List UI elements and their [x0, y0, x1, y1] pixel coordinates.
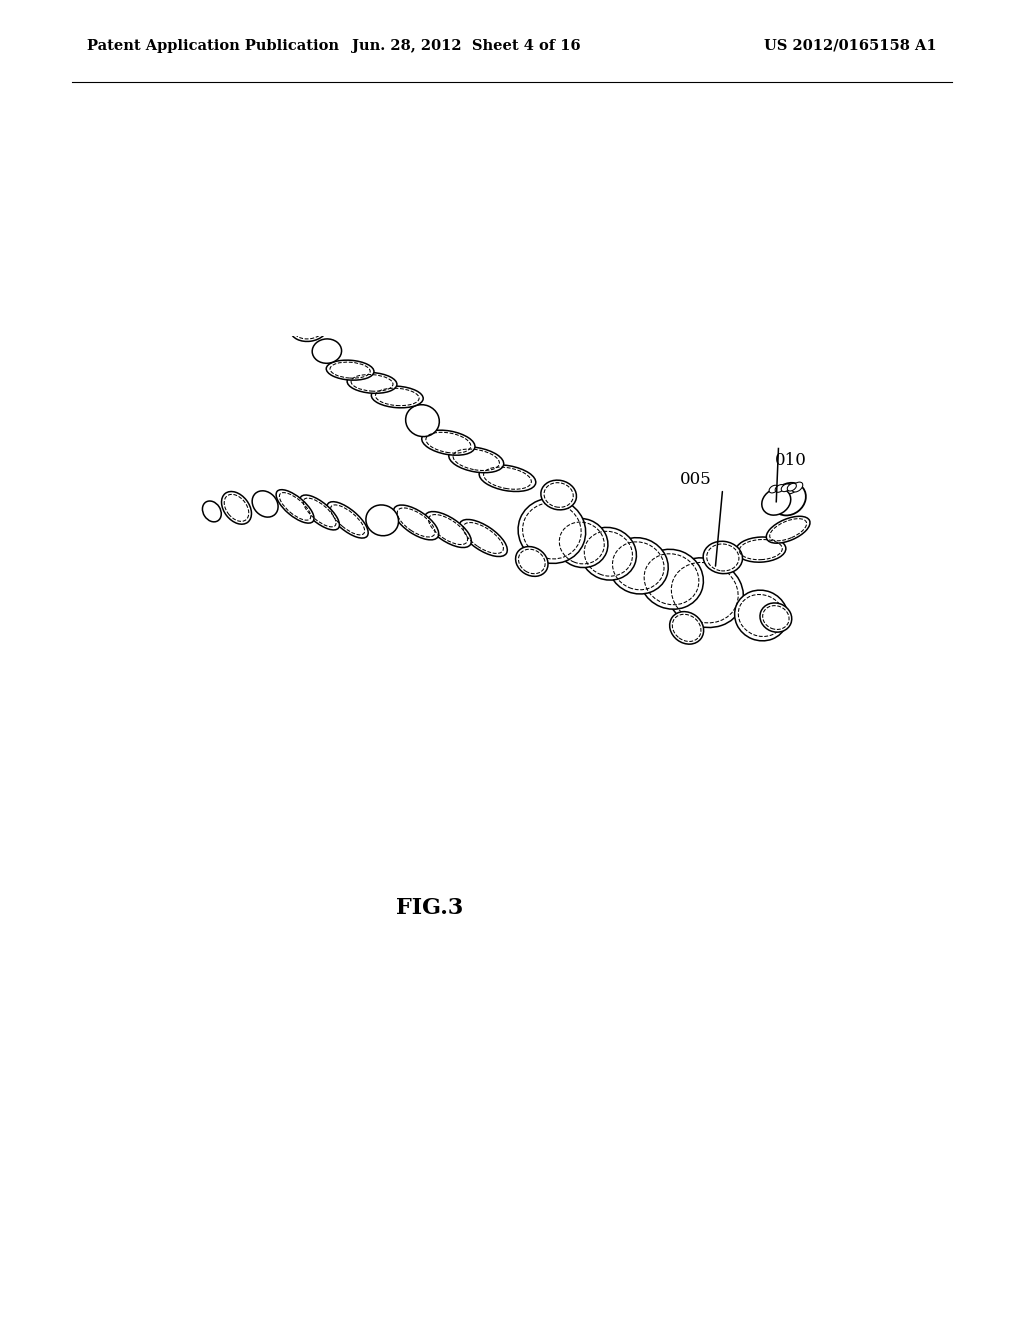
- Ellipse shape: [347, 372, 397, 393]
- Ellipse shape: [781, 486, 793, 495]
- Ellipse shape: [515, 546, 548, 577]
- Ellipse shape: [608, 537, 669, 594]
- Text: Patent Application Publication: Patent Application Publication: [87, 38, 339, 53]
- Ellipse shape: [735, 537, 785, 562]
- Ellipse shape: [640, 549, 703, 610]
- Ellipse shape: [327, 360, 374, 380]
- Text: Jun. 28, 2012  Sheet 4 of 16: Jun. 28, 2012 Sheet 4 of 16: [351, 38, 581, 53]
- Ellipse shape: [276, 490, 314, 523]
- Ellipse shape: [252, 491, 279, 517]
- Ellipse shape: [786, 484, 798, 494]
- Ellipse shape: [541, 480, 577, 510]
- Ellipse shape: [393, 506, 438, 540]
- Ellipse shape: [425, 512, 471, 548]
- Ellipse shape: [666, 558, 743, 627]
- Ellipse shape: [327, 502, 369, 539]
- Ellipse shape: [792, 482, 803, 492]
- Ellipse shape: [290, 315, 328, 342]
- Ellipse shape: [556, 519, 608, 568]
- Ellipse shape: [372, 385, 423, 408]
- Ellipse shape: [479, 465, 536, 491]
- Ellipse shape: [772, 483, 806, 515]
- Text: 005: 005: [680, 471, 712, 488]
- Ellipse shape: [703, 541, 742, 574]
- Ellipse shape: [460, 520, 507, 557]
- Ellipse shape: [221, 491, 252, 524]
- Ellipse shape: [406, 405, 439, 437]
- Ellipse shape: [203, 502, 221, 521]
- Ellipse shape: [670, 611, 703, 644]
- Ellipse shape: [762, 488, 791, 515]
- Ellipse shape: [787, 483, 797, 491]
- Text: FIG.3: FIG.3: [396, 896, 464, 919]
- Ellipse shape: [422, 430, 475, 455]
- Ellipse shape: [581, 528, 637, 579]
- Ellipse shape: [366, 506, 398, 536]
- Ellipse shape: [300, 495, 339, 529]
- Ellipse shape: [760, 603, 792, 632]
- Text: US 2012/0165158 A1: US 2012/0165158 A1: [764, 38, 937, 53]
- Ellipse shape: [781, 484, 791, 491]
- Ellipse shape: [775, 484, 784, 492]
- Ellipse shape: [449, 447, 504, 473]
- Ellipse shape: [283, 300, 305, 318]
- Ellipse shape: [769, 486, 778, 492]
- Ellipse shape: [734, 590, 787, 640]
- Text: 010: 010: [775, 451, 807, 469]
- Ellipse shape: [518, 499, 586, 564]
- Ellipse shape: [312, 339, 342, 363]
- Ellipse shape: [766, 516, 810, 544]
